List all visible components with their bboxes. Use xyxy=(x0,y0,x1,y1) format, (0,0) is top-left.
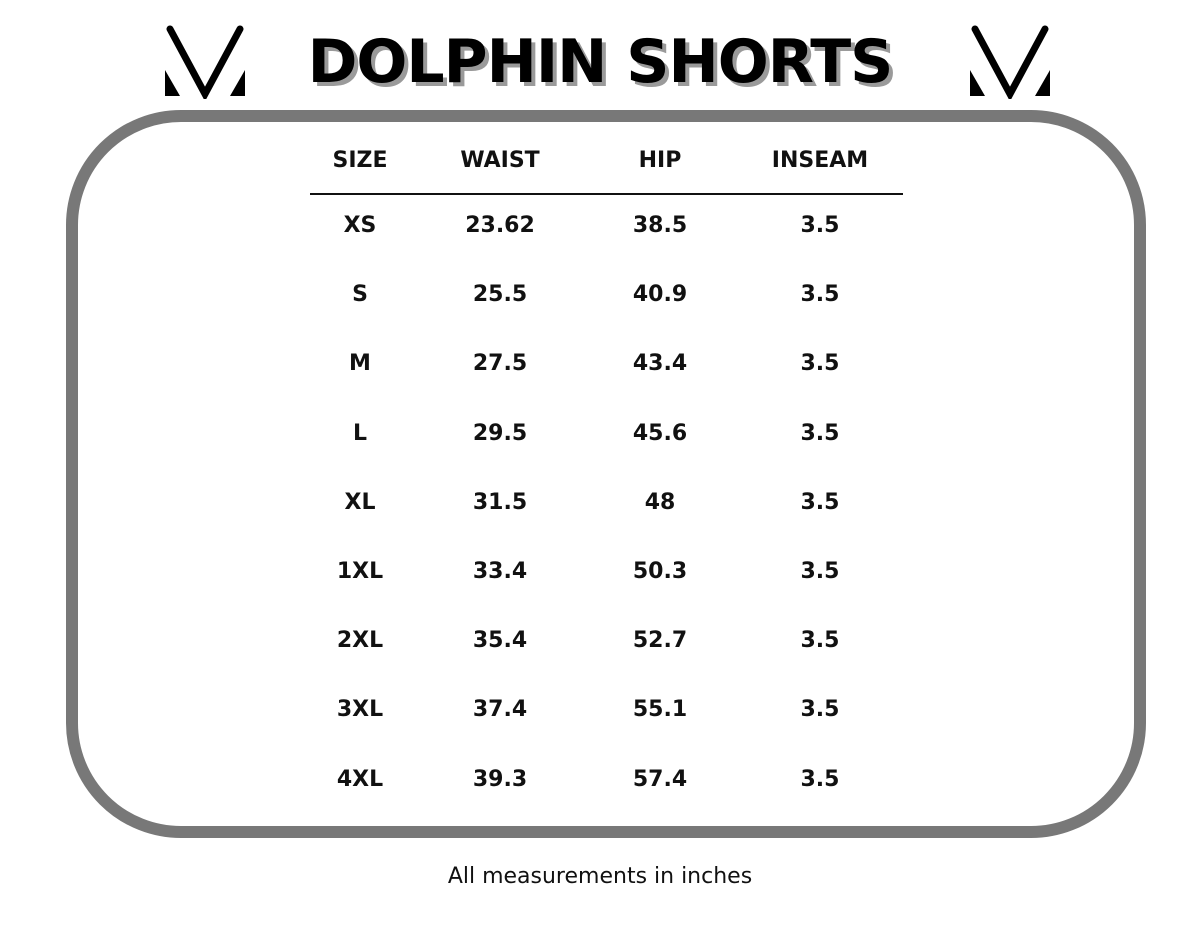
brand-logo-icon xyxy=(165,25,245,99)
table-cell: XS xyxy=(343,213,377,238)
table-cell: M xyxy=(349,351,371,377)
table-cell: 29.5 xyxy=(472,420,528,446)
table-cell: 3.5 xyxy=(800,489,840,515)
table-cell: 39.3 xyxy=(472,766,528,792)
table-cell: 3.5 xyxy=(800,697,840,723)
column-header: INSEAM xyxy=(771,148,869,173)
table-cell: L xyxy=(352,420,368,446)
table-cell: 57.4 xyxy=(632,766,688,792)
table-cell: XL xyxy=(344,489,376,515)
table-cell: 38.5 xyxy=(632,213,688,238)
table-cell: 25.5 xyxy=(472,282,528,308)
table-cell: S xyxy=(352,282,368,308)
brand-logo-icon xyxy=(970,25,1050,99)
table-cell: 3.5 xyxy=(800,766,840,792)
table-cell: 45.6 xyxy=(632,420,688,446)
size-chart-frame xyxy=(66,110,1146,838)
table-cell: 43.4 xyxy=(632,351,688,377)
column-header: SIZE xyxy=(332,148,388,173)
column-header: HIP xyxy=(638,148,682,173)
table-cell: 3.5 xyxy=(800,351,840,377)
page-title: DOLPHIN SHORTS xyxy=(307,27,894,97)
table-cell: 4XL xyxy=(336,766,384,792)
table-cell: 37.4 xyxy=(472,697,528,723)
table-cell: 40.9 xyxy=(632,282,688,308)
table-cell: 1XL xyxy=(336,559,384,584)
table-cell: 2XL xyxy=(336,628,384,654)
table-cell: 48 xyxy=(644,489,676,515)
table-cell: 3.5 xyxy=(800,213,840,238)
table-cell: 50.3 xyxy=(632,559,688,584)
table-cell: 35.4 xyxy=(472,628,528,654)
table-cell: 52.7 xyxy=(632,628,688,654)
table-cell: 3.5 xyxy=(800,282,840,308)
table-cell: 55.1 xyxy=(632,697,688,723)
measurement-note: All measurements in inches xyxy=(447,864,753,889)
table-cell: 31.5 xyxy=(472,489,528,515)
table-cell: 3.5 xyxy=(800,420,840,446)
header-divider xyxy=(310,193,903,195)
table-cell: 3XL xyxy=(336,697,384,723)
table-cell: 3.5 xyxy=(800,559,840,584)
table-cell: 23.62 xyxy=(465,213,535,238)
table-cell: 3.5 xyxy=(800,628,840,654)
table-cell: 33.4 xyxy=(472,559,528,584)
column-header: WAIST xyxy=(460,148,540,173)
table-cell: 27.5 xyxy=(472,351,528,377)
